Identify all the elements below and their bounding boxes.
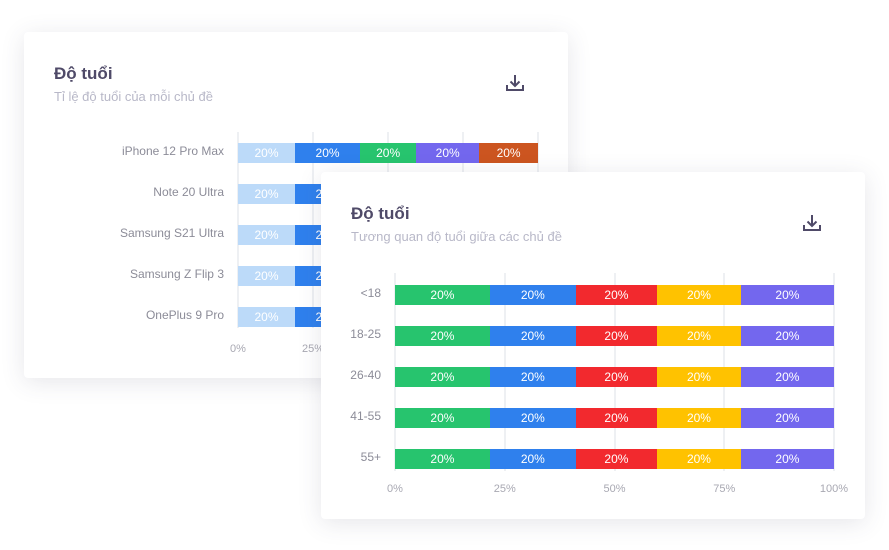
- card-subtitle: Tương quan độ tuổi giữa các chủ đề: [351, 229, 562, 244]
- bar-segment[interactable]: 20%: [740, 367, 834, 387]
- gridline: [833, 273, 835, 471]
- bar-segment[interactable]: 20%: [657, 367, 741, 387]
- category-label: OnePlus 9 Pro: [145, 308, 224, 322]
- x-tick-label: 0%: [387, 483, 403, 495]
- category-label: Samsung Z Flip 3: [129, 267, 224, 281]
- bar-segment[interactable]: 20%: [740, 449, 834, 469]
- bar-segment[interactable]: 20%: [489, 326, 576, 346]
- bar-segment[interactable]: 20%: [238, 307, 295, 327]
- x-tick-label: 25%: [493, 483, 516, 495]
- download-icon[interactable]: [801, 212, 823, 234]
- category-label: 26-40: [350, 368, 381, 382]
- category-label: 41-55: [350, 409, 381, 423]
- category-label: Note 20 Ultra: [153, 185, 224, 199]
- category-label: 18-25: [350, 327, 381, 341]
- bar-segment[interactable]: 20%: [489, 285, 576, 305]
- card-subtitle: Tỉ lệ độ tuổi của mỗi chủ đề: [54, 89, 213, 104]
- bar-segment[interactable]: 20%: [489, 367, 576, 387]
- stacked-bar: 20% 20% 20% 20% 20%: [395, 408, 834, 428]
- bar-segment[interactable]: 20%: [395, 408, 490, 428]
- bar-segment[interactable]: 20%: [657, 326, 741, 346]
- stacked-bar: 20% 20% 20% 20% 20%: [395, 326, 834, 346]
- bar-segment[interactable]: 20%: [395, 285, 490, 305]
- bar-segment[interactable]: 20%: [740, 408, 834, 428]
- bar-segment[interactable]: 20%: [575, 449, 658, 469]
- category-label: <18: [360, 286, 381, 300]
- bar-segment[interactable]: 20%: [238, 184, 295, 204]
- bar-segment[interactable]: 20%: [395, 326, 490, 346]
- bar-segment[interactable]: 20%: [575, 285, 658, 305]
- bar-segment[interactable]: 20%: [395, 449, 490, 469]
- bar-segment[interactable]: 20%: [238, 266, 295, 286]
- bar-segment[interactable]: 20%: [657, 408, 741, 428]
- bar-segment[interactable]: 20%: [575, 326, 658, 346]
- card-title: Độ tuổi: [54, 64, 113, 83]
- bar-segment[interactable]: 20%: [479, 143, 538, 163]
- stacked-bar: 20% 20% 20% 20% 20%: [238, 143, 538, 163]
- bar-segment[interactable]: 20%: [489, 408, 576, 428]
- bar-segment[interactable]: 20%: [395, 367, 490, 387]
- bar-segment[interactable]: 20%: [575, 408, 658, 428]
- stacked-bar-chart: 0% 25% 50% 75% 100% <18 20% 20% 20% 20% 20% 18-25 20…: [350, 273, 848, 495]
- age-correlation-card: Độ tuổi Tương quan độ tuổi giữa các chủ …: [321, 172, 865, 519]
- x-tick-label: 50%: [603, 483, 626, 495]
- download-icon[interactable]: [504, 72, 526, 94]
- stacked-bar: 20% 20% 20% 20% 20%: [395, 367, 834, 387]
- bar-segment[interactable]: 20%: [295, 143, 361, 163]
- bar-segment[interactable]: 20%: [360, 143, 417, 163]
- x-tick-label: 0%: [230, 343, 246, 355]
- category-label: iPhone 12 Pro Max: [121, 144, 224, 158]
- bar-segment[interactable]: 20%: [238, 225, 295, 245]
- category-label: 55+: [360, 450, 381, 464]
- x-tick-label: 25%: [301, 343, 325, 355]
- x-tick-label: 100%: [819, 483, 849, 495]
- bar-segment[interactable]: 20%: [657, 285, 741, 305]
- bar-segment[interactable]: 20%: [740, 285, 834, 305]
- bar-segment[interactable]: 20%: [489, 449, 576, 469]
- stacked-bar: 20% 20% 20% 20% 20%: [395, 449, 834, 469]
- bar-segment[interactable]: 20%: [238, 143, 295, 163]
- stacked-bar: 20% 20% 20% 20% 20%: [395, 285, 834, 305]
- bar-segment[interactable]: 20%: [740, 326, 834, 346]
- category-label: Samsung S21 Ultra: [119, 226, 224, 240]
- x-tick-label: 75%: [713, 483, 736, 495]
- bar-segment[interactable]: 20%: [416, 143, 480, 163]
- bar-segment[interactable]: 20%: [575, 367, 658, 387]
- card-title: Độ tuổi: [351, 204, 410, 223]
- bar-segment[interactable]: 20%: [657, 449, 741, 469]
